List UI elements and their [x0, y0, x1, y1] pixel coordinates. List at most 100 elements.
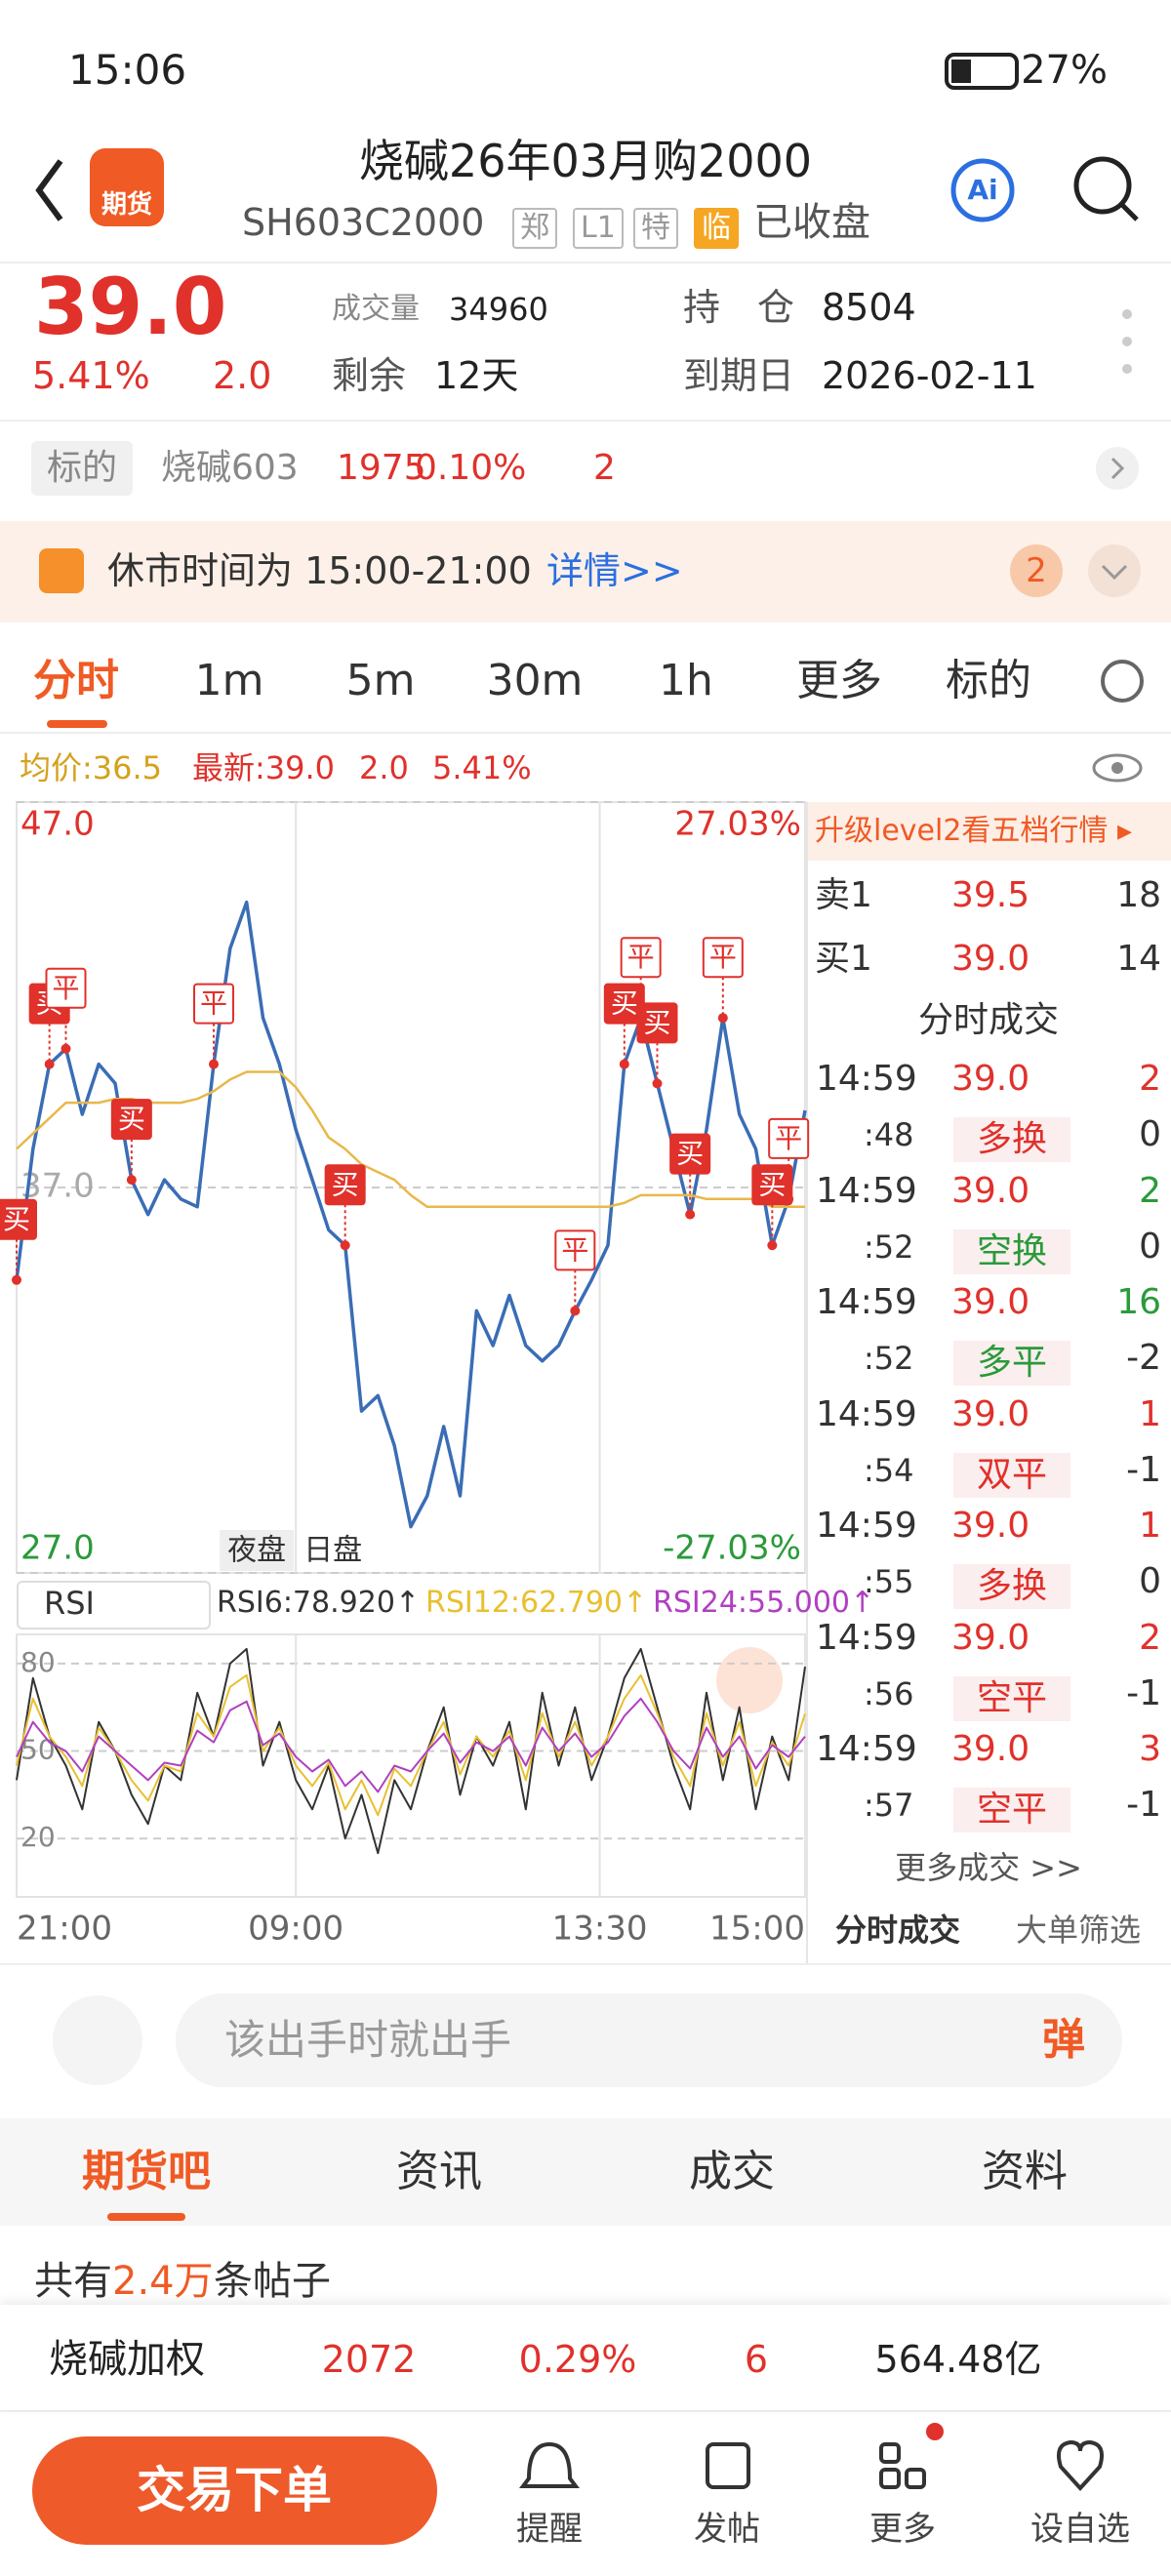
- oi-label: 持 仓: [683, 286, 795, 329]
- notice-badge-text: 2: [1026, 551, 1047, 590]
- x-tick-label: 15:00: [709, 1910, 805, 1949]
- trade-time: 14:59: [816, 1393, 917, 1434]
- banner-background[interactable]: [808, 802, 1171, 861]
- trade-volume: 16: [1116, 1282, 1161, 1322]
- trade-seconds: :56: [864, 1674, 914, 1712]
- legend-entry: RSI24:55.000↑: [653, 1586, 875, 1620]
- content-tabs-background: [0, 2118, 1171, 2226]
- market-status[interactable]: 已收盘: [753, 200, 870, 245]
- annotation-point: [652, 1078, 663, 1089]
- level2-banner[interactable]: 升级level2看五档行情 ▸: [815, 814, 1133, 848]
- x-tick-label: 09:00: [248, 1910, 343, 1949]
- more-trades[interactable]: 更多成交 >>: [895, 1849, 1082, 1886]
- change: 2.0: [213, 354, 272, 397]
- book-price: 39.0: [951, 939, 1030, 979]
- content-tab[interactable]: 成交: [689, 2147, 775, 2196]
- trade-seconds: :55: [864, 1563, 914, 1600]
- notice-link[interactable]: 详情>>: [546, 549, 683, 592]
- underlying-divider: [0, 420, 1171, 422]
- menu-dot[interactable]: [1122, 309, 1132, 319]
- annotation-box: [751, 1164, 793, 1206]
- expand-button[interactable]: [716, 1647, 783, 1713]
- comment-settings[interactable]: [53, 1995, 142, 2085]
- book-volume: 14: [1116, 939, 1161, 979]
- danmaku-button[interactable]: 弹: [1042, 2015, 1085, 2065]
- ticker-name[interactable]: 烧碱加权: [49, 2337, 205, 2382]
- content-tab[interactable]: 资讯: [396, 2147, 482, 2196]
- post-count-prefix: 共有: [34, 2259, 112, 2304]
- trade-button-label[interactable]: 交易下单: [137, 2462, 332, 2518]
- search-button[interactable]: [1073, 156, 1132, 215]
- tabs-divider: [0, 732, 1171, 734]
- content-tab[interactable]: 资料: [982, 2147, 1068, 2196]
- annotation-label: 平: [627, 941, 655, 973]
- ticker-change-pct: 0.29%: [518, 2338, 637, 2381]
- rsi-selector[interactable]: [17, 1581, 211, 1630]
- period-tab[interactable]: 5m: [345, 656, 416, 705]
- x-tick-label: 21:00: [17, 1910, 112, 1949]
- post-icon[interactable]: [706, 2442, 750, 2489]
- expiry: 2026-02-11: [822, 354, 1037, 397]
- trade-volume: 1: [1139, 1506, 1161, 1546]
- trade-price: 39.0: [951, 1170, 1030, 1211]
- nav-item[interactable]: 设自选: [1030, 2510, 1130, 2549]
- settings-button[interactable]: [1101, 660, 1144, 703]
- session-chip: [220, 1530, 295, 1571]
- indicator-name[interactable]: RSI: [44, 1585, 95, 1622]
- notice-badge[interactable]: [1010, 544, 1063, 597]
- nav-item[interactable]: 发帖: [694, 2510, 760, 2549]
- eye-pupil: [1111, 762, 1123, 774]
- trade-volume: 1: [1139, 1393, 1161, 1434]
- period-tab[interactable]: 1m: [194, 656, 264, 705]
- period-tab[interactable]: 30m: [486, 656, 584, 705]
- nav-item[interactable]: 提醒: [516, 2510, 583, 2549]
- trade-seconds: :57: [864, 1787, 914, 1824]
- book-label: 买1: [815, 939, 872, 979]
- underlying-arrow[interactable]: [1096, 447, 1139, 490]
- annotation-box: [324, 1164, 366, 1206]
- search-handle: [1120, 203, 1139, 221]
- eye-button[interactable]: [1092, 753, 1143, 783]
- panel-tab[interactable]: 大单筛选: [1015, 1912, 1142, 1949]
- annotation-box: [702, 937, 744, 979]
- tab-underline: [107, 2213, 185, 2221]
- legend-entry: RSI6:78.920↑: [217, 1586, 421, 1620]
- annotation-point: [12, 1274, 21, 1285]
- panel-tab[interactable]: 分时成交: [834, 1912, 961, 1949]
- logo-text: 期货: [101, 190, 153, 220]
- trade-type: 多换: [952, 1117, 1071, 1162]
- period-tab[interactable]: 分时: [33, 656, 119, 705]
- series-line: [16, 1673, 806, 1817]
- annotation-box: [636, 1002, 678, 1044]
- annotation-box: [0, 1198, 37, 1240]
- annotation-label: 平: [200, 987, 227, 1020]
- comment-placeholder[interactable]: 该出手时就出手: [224, 2016, 512, 2064]
- annotation-box: [669, 1133, 711, 1175]
- back-button[interactable]: [35, 159, 63, 221]
- ai-button[interactable]: [950, 158, 1015, 222]
- annotation-box: [554, 1229, 596, 1271]
- more-icon[interactable]: [879, 2442, 901, 2464]
- remind-icon[interactable]: [519, 2441, 580, 2488]
- underlying-name: 烧碱603: [161, 448, 299, 488]
- trade-type: 空平: [952, 1788, 1071, 1832]
- tag: 特: [633, 208, 678, 249]
- period-tab[interactable]: 标的: [946, 656, 1031, 705]
- trade-type: 多平: [952, 1341, 1071, 1386]
- trade-time: 14:59: [816, 1729, 917, 1769]
- book-label: 卖1: [815, 875, 872, 915]
- underlying-change: 2: [593, 448, 616, 488]
- period-tab[interactable]: 1h: [659, 656, 713, 705]
- trade-volume: 2: [1139, 1617, 1161, 1658]
- trade-time: 14:59: [816, 1170, 917, 1211]
- content-tab[interactable]: 期货吧: [82, 2147, 211, 2196]
- period-tab[interactable]: 更多: [796, 656, 882, 705]
- watchlist-icon[interactable]: [1057, 2439, 1104, 2491]
- nav-item[interactable]: 更多: [869, 2510, 936, 2549]
- comment-input[interactable]: [176, 1993, 1122, 2087]
- trade-button[interactable]: [32, 2436, 437, 2545]
- y2-tick-label: 27.03%: [674, 805, 801, 844]
- notice-expand[interactable]: [1088, 544, 1141, 597]
- trade-volume: 2: [1139, 1170, 1161, 1211]
- annotation-point: [209, 1059, 219, 1069]
